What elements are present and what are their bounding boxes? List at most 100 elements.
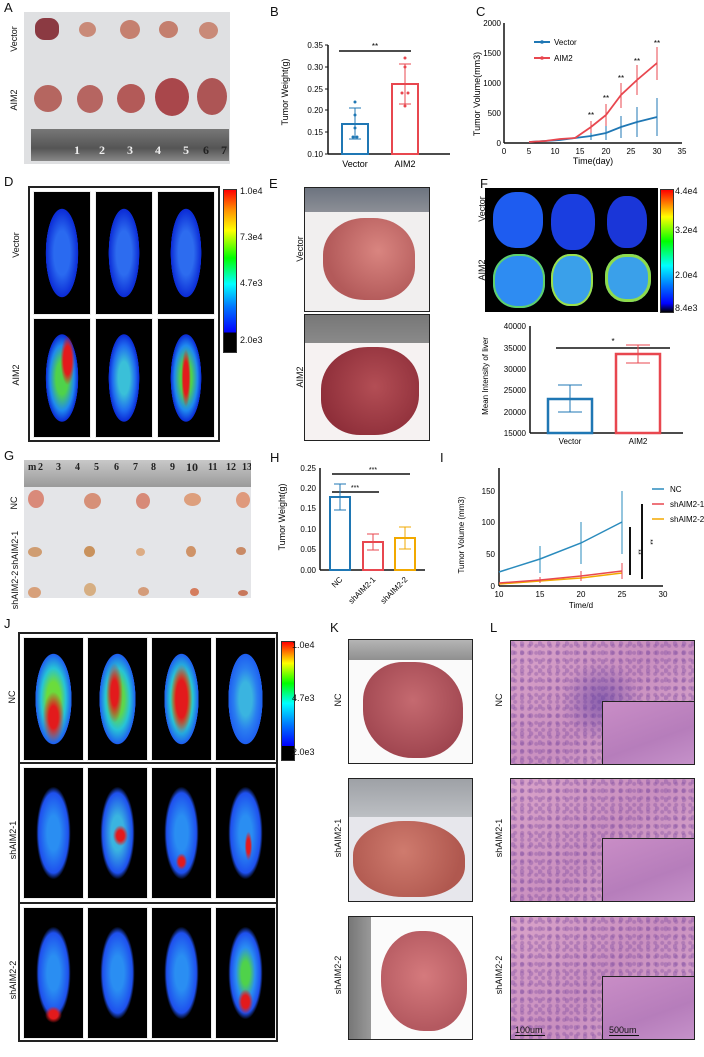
- svg-text:15000: 15000: [504, 429, 527, 438]
- svg-text:0.15: 0.15: [307, 128, 323, 137]
- svg-text:25: 25: [618, 590, 627, 599]
- svg-text:0.10: 0.10: [300, 525, 316, 534]
- mouse-image: [23, 767, 84, 899]
- row-label-aim2: AIM2: [9, 89, 19, 111]
- svg-text:**: **: [588, 111, 594, 120]
- svg-text:shAIM2-2: shAIM2-2: [670, 515, 704, 524]
- mouse-image: [215, 907, 276, 1039]
- svg-text:20: 20: [602, 147, 611, 156]
- he-stain-shaim2-1: [510, 778, 695, 902]
- svg-text:0: 0: [491, 582, 496, 591]
- svg-text:35000: 35000: [504, 344, 527, 353]
- svg-text:*: *: [611, 337, 614, 346]
- tumor-photo-a: 1 2 3 4 5 6 7: [24, 12, 230, 164]
- svg-text:NC: NC: [330, 575, 345, 590]
- svg-text:0.20: 0.20: [307, 106, 323, 115]
- svg-text:Time/d: Time/d: [569, 601, 593, 610]
- panel-label-b: B: [270, 4, 279, 19]
- row-label-vector: Vector: [295, 236, 305, 262]
- svg-text:30000: 30000: [504, 365, 527, 374]
- row-label-nc: NC: [7, 690, 17, 704]
- bioluminescence-frame-d: [28, 186, 220, 442]
- liver-photo-shaim2-1: [348, 778, 473, 902]
- svg-text:40000: 40000: [504, 322, 527, 331]
- svg-text:5: 5: [527, 147, 532, 156]
- liver-photo-aim2: [304, 314, 430, 441]
- mouse-image: [23, 907, 84, 1039]
- mouse-image: [151, 767, 212, 899]
- svg-text:0: 0: [502, 147, 507, 156]
- svg-text:35: 35: [678, 147, 687, 156]
- svg-text:**: **: [634, 57, 640, 66]
- mouse-image: [157, 191, 215, 315]
- colorbar-f: [660, 189, 674, 313]
- row-label-aim2: AIM2: [11, 364, 21, 386]
- svg-text:0.05: 0.05: [300, 545, 316, 554]
- panel-label-e: E: [269, 176, 278, 191]
- svg-text:20: 20: [577, 590, 586, 599]
- panel-label-d: D: [4, 174, 14, 189]
- colorbar-j: [281, 641, 295, 761]
- svg-text:AIM2: AIM2: [554, 54, 573, 63]
- row-label-nc: NC: [333, 693, 343, 707]
- svg-text:0.10: 0.10: [307, 150, 323, 159]
- svg-text:1000: 1000: [483, 79, 501, 88]
- svg-text:**: **: [634, 549, 641, 555]
- svg-text:Vector: Vector: [559, 437, 582, 446]
- row-label-shaim2-1: shAIM2-1: [8, 820, 18, 860]
- svg-text:0.25: 0.25: [300, 464, 316, 473]
- mouse-image: [33, 191, 91, 315]
- svg-text:shAIM2-2: shAIM2-2: [379, 575, 410, 606]
- mouse-image: [151, 907, 212, 1039]
- svg-text:150: 150: [482, 487, 496, 496]
- svg-text:***: ***: [369, 467, 377, 474]
- svg-text:Tumor Weight(g): Tumor Weight(g): [277, 483, 287, 550]
- row-label-shaim2-2: shAIM2-2: [10, 570, 20, 610]
- row-label-vector: Vector: [9, 26, 19, 52]
- svg-text:25000: 25000: [504, 386, 527, 395]
- tumor-photo-g: m 2 3 4 5 6 7 8 9 10 11 12 13: [24, 460, 251, 598]
- colorbar-d: [223, 189, 237, 353]
- mouse-image: [95, 318, 153, 438]
- row-label-nc: NC: [9, 496, 19, 510]
- chart-b-tumor-weight: Tumor Weight(g) 0.10 0.15 0.20 0.25 0.30…: [280, 41, 450, 169]
- svg-text:Tumor Volume (mm3): Tumor Volume (mm3): [457, 496, 466, 573]
- he-stain-shaim2-2: 100um 500um: [510, 916, 695, 1040]
- svg-text:25: 25: [627, 147, 636, 156]
- mouse-image: [23, 637, 84, 761]
- panel-label-l: L: [490, 620, 498, 635]
- mouse-image: [215, 637, 276, 761]
- panel-label-g: G: [4, 448, 15, 463]
- mouse-image: [95, 191, 153, 315]
- chart-c-tumor-volume: Tumor Volume(mm3) 0 500 1000 1500 2000 0…: [472, 19, 687, 166]
- svg-text:**: **: [603, 94, 609, 103]
- svg-text:Vector: Vector: [342, 159, 368, 169]
- svg-text:***: ***: [351, 485, 359, 492]
- mouse-image: [151, 637, 212, 761]
- panel-label-h: H: [270, 450, 280, 465]
- chart-f-mean-intensity: Mean Intensity of liver 15000 20000 2500…: [481, 322, 683, 446]
- svg-text:shAIM2-1: shAIM2-1: [347, 575, 378, 606]
- panel-label-f: F: [480, 176, 488, 191]
- row-label-shaim2-2: shAIM2-2: [333, 955, 343, 995]
- liver-photo-vector: [304, 187, 430, 312]
- mouse-image: [87, 637, 148, 761]
- mouse-image: [157, 318, 215, 438]
- row-label-shaim2-2: shAIM2-2: [494, 955, 504, 995]
- svg-text:**: **: [618, 74, 624, 83]
- he-stain-nc: [510, 640, 695, 765]
- he-inset-low-mag: [602, 976, 694, 1039]
- svg-text:500: 500: [488, 109, 502, 118]
- row-label-aim2: AIM2: [477, 259, 487, 281]
- svg-text:100: 100: [482, 518, 496, 527]
- he-inset-low-mag: [602, 838, 694, 901]
- mouse-image: [215, 767, 276, 899]
- svg-text:2000: 2000: [483, 19, 501, 28]
- row-label-aim2: AIM2: [295, 366, 305, 388]
- panel-label-c: C: [476, 4, 486, 19]
- svg-text:20000: 20000: [504, 408, 527, 417]
- svg-text:0.35: 0.35: [307, 41, 323, 50]
- svg-text:10: 10: [551, 147, 560, 156]
- svg-text:0.20: 0.20: [300, 484, 316, 493]
- panel-label-i: I: [440, 450, 444, 465]
